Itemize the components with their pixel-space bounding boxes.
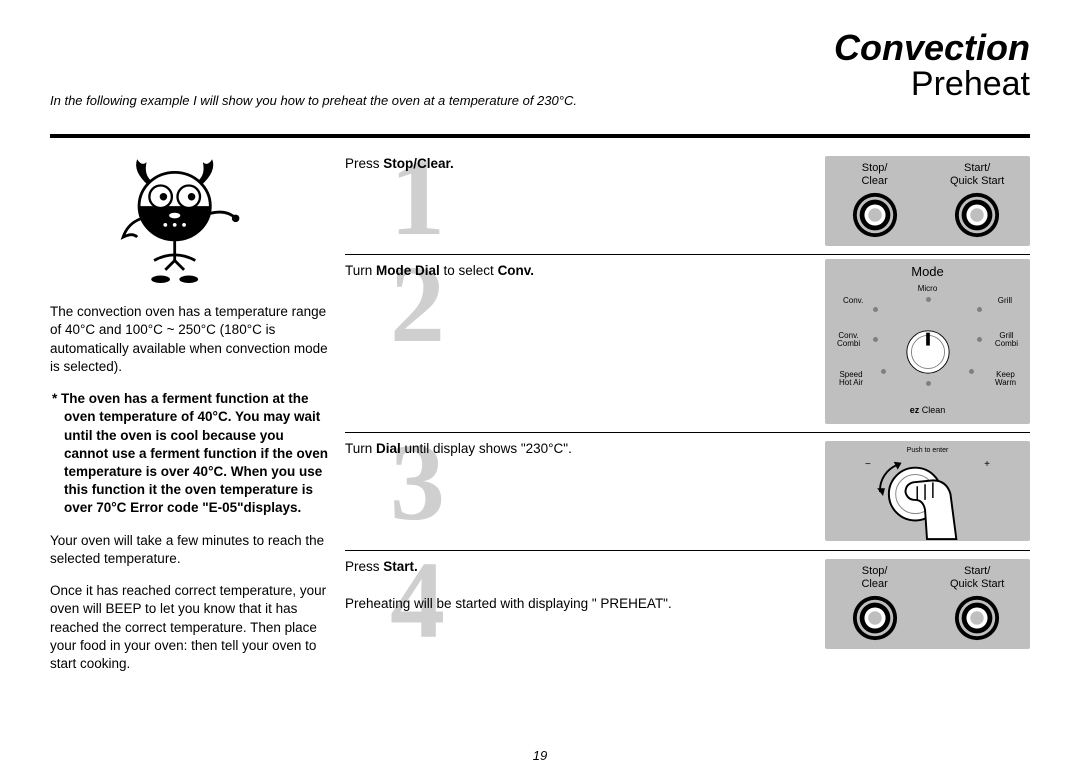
stop-clear-label: Stop/ Clear — [851, 162, 899, 243]
stop-clear-label-2: Stop/ Clear — [851, 565, 899, 646]
start-quickstart-label-2: Start/ Quick Start — [950, 565, 1004, 646]
intro-text: In the following example I will show you… — [50, 93, 577, 108]
left-bold-note: * The oven has a ferment function at the… — [50, 390, 330, 518]
step-2: 2 Turn Mode Dial to select Conv. Mode Mi… — [345, 254, 1030, 432]
left-column: The convection oven has a temperature ra… — [50, 148, 345, 687]
title-convection: Convection — [834, 30, 1030, 66]
ez-clean-label: ez Clean — [825, 405, 1030, 415]
control-panel-stop-start-2: Stop/ Clear Start/ Quick Start — [825, 559, 1030, 649]
start-knob-icon — [953, 594, 1001, 642]
step-2-text: Turn Mode Dial to select Conv. — [345, 260, 765, 281]
start-knob-icon — [953, 191, 1001, 239]
control-panel-stop-start: Stop/ Clear Start/ Quick Start — [825, 156, 1030, 246]
mode-title: Mode — [825, 259, 1030, 279]
page-header: In the following example I will show you… — [50, 30, 1030, 130]
mode-dial-diagram: Micro Grill Grill Combi Keep Warm Speed … — [825, 279, 1030, 419]
steps-column: 1 Press Stop/Clear. Stop/ Clear — [345, 148, 1030, 687]
stop-clear-knob-icon — [851, 191, 899, 239]
title-preheat: Preheat — [834, 66, 1030, 103]
step-4-text: Press Start. Preheating will be started … — [345, 556, 765, 614]
turn-dial-panel: Push to enter − + — [825, 441, 1030, 541]
left-para-2: Your oven will take a few minutes to rea… — [50, 532, 330, 568]
left-para-3: Once it has reached correct temperature,… — [50, 582, 330, 673]
stop-clear-knob-icon — [851, 594, 899, 642]
header-rule — [50, 134, 1030, 138]
mascot-illustration — [80, 148, 260, 298]
step-3: 3 Turn Dial until display shows "230°C".… — [345, 432, 1030, 550]
step-4: 4 Press Start. Preheating will be starte… — [345, 550, 1030, 660]
left-para-1: The convection oven has a temperature ra… — [50, 303, 330, 376]
mode-knob-icon — [905, 329, 951, 375]
page-number: 19 — [0, 748, 1080, 763]
start-quickstart-label: Start/ Quick Start — [950, 162, 1004, 243]
mode-dial-panel: Mode Micro Grill Grill Combi Keep Warm — [825, 259, 1030, 424]
hand-turning-dial-icon — [867, 453, 987, 541]
title-block: Convection Preheat — [834, 30, 1030, 103]
step-1: 1 Press Stop/Clear. Stop/ Clear — [345, 148, 1030, 254]
content-area: The convection oven has a temperature ra… — [50, 148, 1030, 687]
step-1-text: Press Stop/Clear. — [345, 153, 765, 174]
step-3-text: Turn Dial until display shows "230°C". — [345, 438, 765, 459]
